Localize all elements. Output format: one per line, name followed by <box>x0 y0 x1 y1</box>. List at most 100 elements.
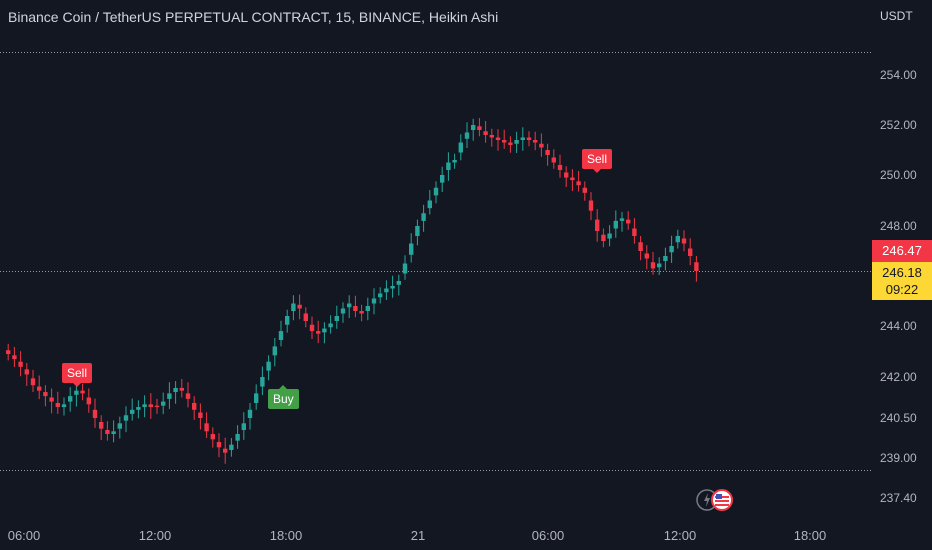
candle-body <box>80 390 85 394</box>
candle-body <box>86 397 91 405</box>
candle-body <box>390 286 395 289</box>
candle-body <box>601 234 606 241</box>
x-tick-label: 18:00 <box>270 528 303 543</box>
x-tick-label: 12:00 <box>139 528 172 543</box>
candle-body <box>638 242 643 251</box>
candle-body <box>61 404 67 408</box>
candle-body <box>433 187 439 196</box>
candle-body <box>446 162 451 170</box>
candle-body <box>247 409 253 418</box>
candle-body <box>210 434 215 440</box>
x-tick-label: 12:00 <box>664 528 697 543</box>
y-tick-label: 244.00 <box>880 319 917 333</box>
y-tick-label: 250.00 <box>880 168 917 182</box>
candle-body <box>595 219 600 231</box>
candle-body <box>37 386 42 391</box>
candle-body <box>688 248 693 256</box>
candle-body <box>626 219 631 224</box>
candle-body <box>99 422 104 429</box>
candle-body <box>167 393 172 399</box>
candle-body <box>229 444 234 450</box>
candle-body <box>309 324 315 332</box>
candle-body <box>421 213 426 221</box>
candle-body <box>192 402 197 410</box>
candle-body <box>105 430 110 434</box>
candle-body <box>303 313 308 321</box>
candle-body <box>545 150 550 155</box>
candle-body <box>415 226 420 236</box>
candle-body <box>576 181 581 186</box>
candle-body <box>378 293 383 298</box>
candle-body <box>365 306 370 311</box>
candle-body <box>43 392 48 397</box>
candle-body <box>514 140 519 144</box>
current-price-value: 246.18 <box>882 265 922 280</box>
candle-body <box>570 177 575 181</box>
x-tick-label: 06:00 <box>8 528 41 543</box>
candle-body <box>136 407 141 410</box>
event-icons[interactable] <box>696 487 736 513</box>
candle-body <box>49 397 54 402</box>
candle-body <box>328 323 333 328</box>
us-flag-icon[interactable] <box>711 489 733 511</box>
candle-body <box>402 263 408 274</box>
candle-body <box>111 431 116 434</box>
candle-body <box>55 402 60 408</box>
candle-body <box>452 160 457 163</box>
candle-body <box>285 316 290 325</box>
candle-body <box>272 346 277 356</box>
sell-signal-label: Sell <box>62 363 93 387</box>
candle-body <box>371 298 377 304</box>
candle-body <box>582 187 587 193</box>
candle-body <box>396 281 401 285</box>
candle-body <box>588 200 594 211</box>
candle-body <box>340 308 346 314</box>
candle-body <box>216 442 222 448</box>
candle-body <box>657 263 662 268</box>
candle-body <box>477 126 482 130</box>
y-tick-label: 239.00 <box>880 451 917 465</box>
candle-body <box>489 135 494 138</box>
candle-body <box>508 142 513 145</box>
candle-body <box>675 236 680 243</box>
last-price-tag: 246.47 <box>872 240 932 262</box>
candle-body <box>173 387 178 393</box>
candle-body <box>24 369 29 375</box>
candle-body <box>440 175 445 183</box>
candle-body <box>694 262 699 271</box>
candle-body <box>68 396 73 402</box>
candle-body <box>334 316 339 321</box>
candle-body <box>185 393 191 399</box>
y-tick-label: 237.40 <box>880 491 917 505</box>
price-lines <box>0 52 872 471</box>
y-tick-label: 254.00 <box>880 68 917 82</box>
candle-body <box>12 355 17 360</box>
candle-body <box>539 143 544 148</box>
candle-body <box>471 125 476 130</box>
candle-body <box>632 228 637 236</box>
candle-body <box>681 238 687 244</box>
candle-body <box>316 331 321 334</box>
x-tick-label: 21 <box>411 528 425 543</box>
currency-label[interactable]: USDT <box>880 9 913 23</box>
candle-body <box>254 393 259 403</box>
candle-body <box>353 306 358 311</box>
candle-body <box>142 404 147 408</box>
candle-body <box>483 131 488 135</box>
candle-body <box>644 253 649 259</box>
candle-body <box>161 401 166 406</box>
candle-body <box>291 303 296 311</box>
candle-body <box>359 311 364 314</box>
candle-body <box>198 412 203 418</box>
candle-body <box>241 423 246 430</box>
candle-body <box>613 220 618 229</box>
chart-title: Binance Coin / TetherUS PERPETUAL CONTRA… <box>8 9 499 25</box>
candle-body <box>123 415 129 421</box>
candle-body <box>235 434 240 441</box>
candle-body <box>347 303 352 308</box>
candle-body <box>551 157 556 163</box>
bar-countdown: 09:22 <box>885 282 919 297</box>
candle-body <box>663 256 668 261</box>
candle-body <box>278 331 284 341</box>
